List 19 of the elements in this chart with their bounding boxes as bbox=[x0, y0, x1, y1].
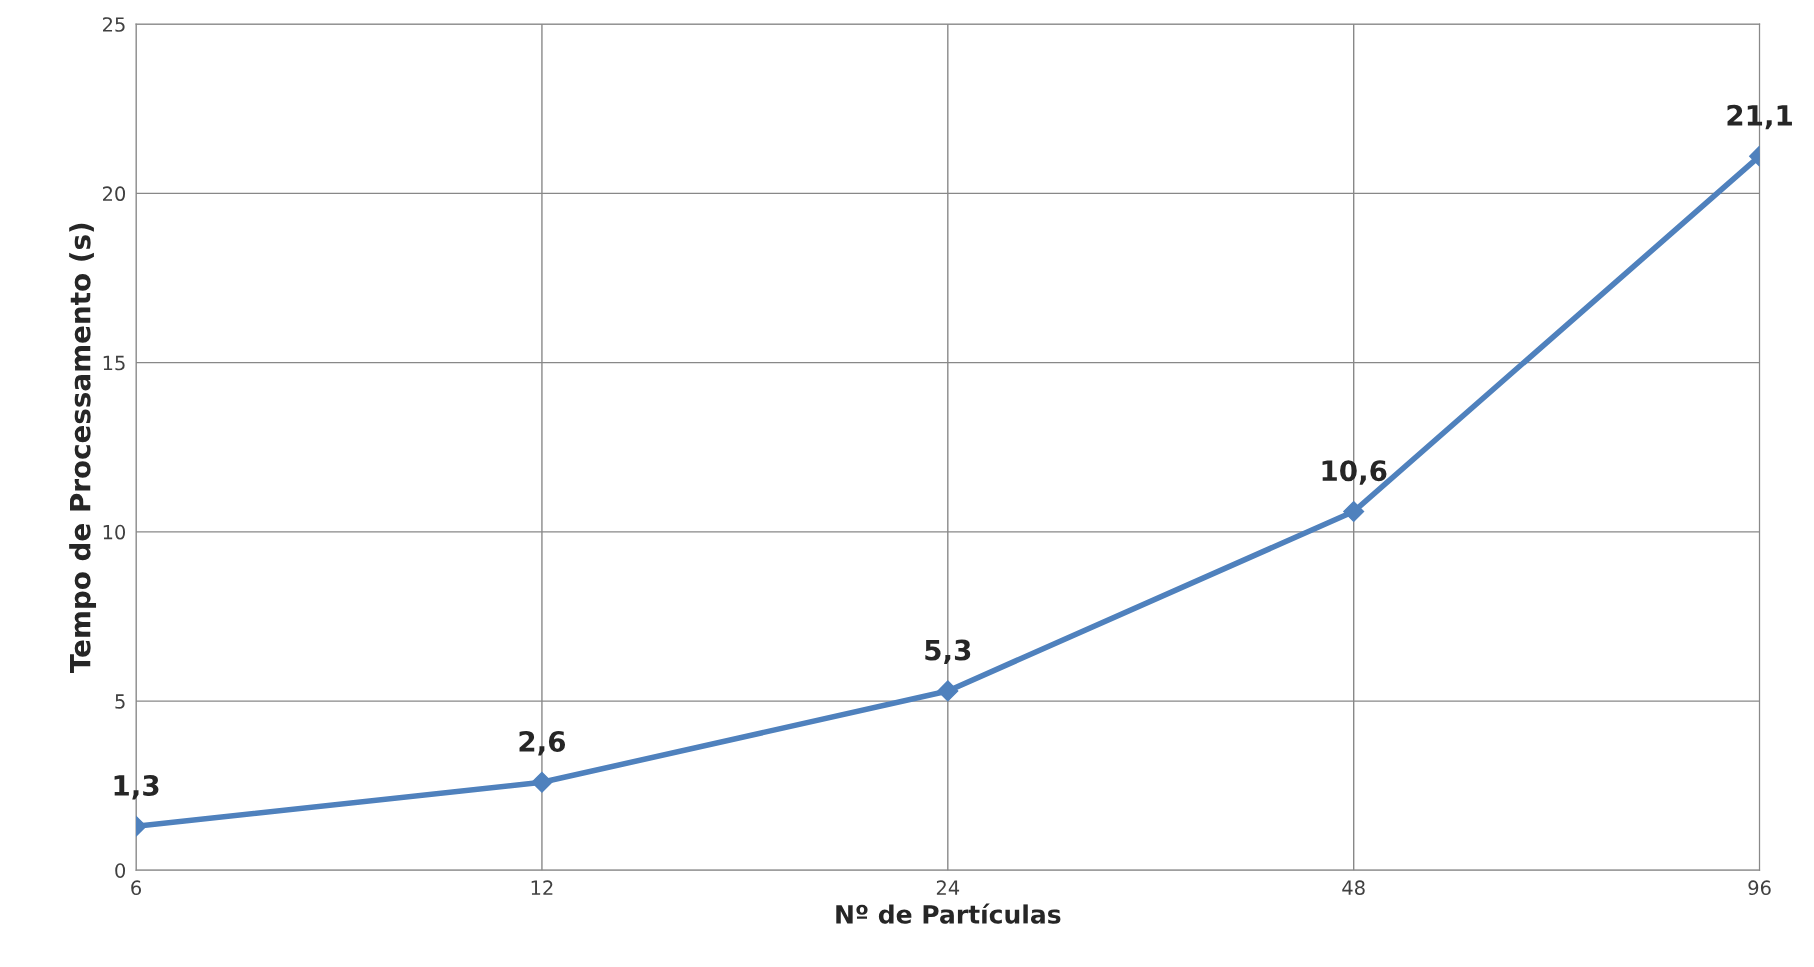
data-label: 5,3 bbox=[925, 639, 971, 665]
x-tick-label: 48 bbox=[1342, 880, 1365, 896]
y-tick-label: 0 bbox=[115, 863, 126, 878]
x-tick-label: 12 bbox=[531, 880, 553, 895]
x-tick-label: 6 bbox=[131, 880, 142, 896]
point bbox=[937, 680, 959, 702]
y-tick-label: 5 bbox=[115, 694, 125, 709]
x-tick-label: 96 bbox=[1748, 880, 1771, 896]
y-tick-label: 20 bbox=[103, 186, 126, 202]
y-tick-label: 10 bbox=[103, 524, 126, 540]
y-tick-label: 25 bbox=[103, 17, 125, 32]
data-label: 2,6 bbox=[519, 730, 566, 756]
y-tick-label: 15 bbox=[103, 355, 125, 371]
y-axis-title: Tempo de Processamento (s) bbox=[69, 223, 97, 674]
x-axis-title: Nº de Partículas bbox=[836, 903, 1061, 924]
x-tick-label: 24 bbox=[936, 880, 960, 895]
data-label: 21,1 bbox=[1727, 104, 1792, 130]
data-label: 1,3 bbox=[114, 774, 159, 800]
data-label: 10,6 bbox=[1322, 460, 1387, 485]
